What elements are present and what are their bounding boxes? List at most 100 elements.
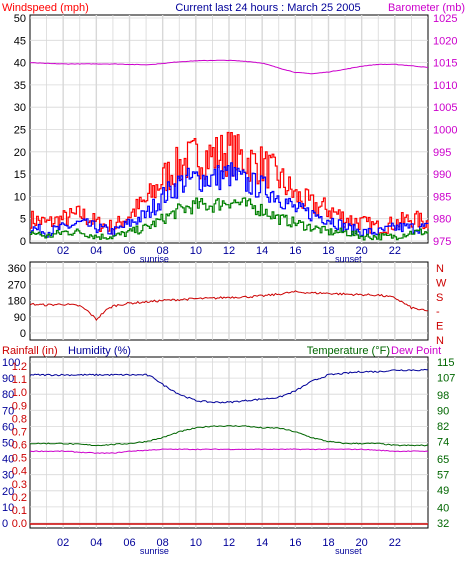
barometer-tick-label: 1025	[433, 13, 457, 25]
hour-tick-label: 12	[223, 537, 235, 549]
direction-tick-label: 0	[20, 328, 26, 340]
hour-tick-label: 04	[90, 245, 102, 257]
temperature-tick-label: 65	[437, 454, 449, 466]
humidity-tick-label: 40	[2, 454, 14, 466]
windspeed-tick-label: 45	[14, 35, 26, 47]
humidity-axis-title: Humidity (%)	[68, 345, 131, 357]
barometer-tick-label: 980	[433, 214, 451, 226]
barometer-tick-label: 1020	[433, 35, 457, 47]
barometer-tick-label: 990	[433, 169, 451, 181]
windspeed-tick-label: 5	[20, 214, 26, 226]
hour-tick-label: 06	[123, 245, 135, 257]
temperature-tick-label: 74	[437, 437, 449, 449]
humidity-tick-label: 30	[2, 470, 14, 482]
temperature-series	[29, 425, 429, 447]
barometer-axis-title: Barometer (mb)	[388, 2, 465, 14]
direction-tick-label: 270	[8, 279, 26, 291]
sunrise-label: sunrise	[140, 546, 169, 556]
hour-tick-label: 08	[157, 537, 169, 549]
humidity-tick-label: 80	[2, 389, 14, 401]
dewpoint-series	[29, 448, 429, 455]
sunrise-label: sunrise	[140, 254, 169, 264]
direction-tick-label: 90	[14, 312, 26, 324]
rainfall-tick-label: 1.1	[12, 374, 27, 386]
rainfall-tick-label: 0.4	[12, 466, 27, 478]
hour-tick-label: 22	[389, 537, 401, 549]
rainfall-tick-label: 0.8	[12, 413, 27, 425]
dewpoint-axis-title: Dew Point	[391, 345, 441, 357]
windspeed-tick-label: 50	[14, 13, 26, 25]
temperature-tick-label: 82	[437, 421, 449, 433]
barometer-tick-label: 1000	[433, 125, 457, 137]
rainfall-tick-label: 1.2	[12, 361, 27, 373]
windspeed-tick-label: 30	[14, 102, 26, 114]
temperature-tick-label: 107	[437, 373, 455, 385]
temperature-tick-label: 57	[437, 470, 449, 482]
windspeed-axis-title: Windspeed (mph)	[2, 2, 89, 14]
barometer-tick-label: 1015	[433, 58, 457, 70]
humidity-tick-label: 20	[2, 486, 14, 498]
rainfall-tick-label: 1.0	[12, 387, 27, 399]
humidity-tick-label: 90	[2, 373, 14, 385]
windspeed-tick-label: 20	[14, 147, 26, 159]
rainfall-axis-title: Rainfall (in)	[2, 345, 58, 357]
barometer-tick-label: 1005	[433, 102, 457, 114]
barometer-tick-label: 1010	[433, 80, 457, 92]
hour-tick-label: 08	[157, 245, 169, 257]
hour-tick-label: 20	[356, 537, 368, 549]
compass-tick-label: S	[436, 292, 443, 304]
compass-tick-label: N	[436, 335, 444, 347]
barometer-tick-label: 995	[433, 147, 451, 159]
temperature-tick-label: 115	[437, 357, 455, 369]
windspeed-tick-label: 35	[14, 80, 26, 92]
rainfall-tick-label: 0.7	[12, 426, 27, 438]
windspeed-tick-label: 25	[14, 125, 26, 137]
rainfall-tick-label: 0.3	[12, 479, 27, 491]
temperature-tick-label: 49	[437, 485, 449, 497]
humidity-tick-label: 100	[2, 357, 20, 369]
rainfall-tick-label: 0.6	[12, 440, 27, 452]
rainfall-tick-label: 0.2	[12, 492, 27, 504]
rainfall-tick-label: 0.9	[12, 400, 27, 412]
hour-tick-label: 10	[190, 537, 202, 549]
chart-title: Current last 24 hours : March 25 2005	[175, 2, 360, 14]
humidity-tick-label: 10	[2, 502, 14, 514]
wind-direction-series	[29, 290, 429, 321]
hour-tick-label: 02	[57, 537, 69, 549]
sunset-label: sunset	[335, 254, 362, 264]
hour-tick-label: 04	[90, 537, 102, 549]
hour-tick-label: 14	[256, 537, 268, 549]
temperature-tick-label: 32	[437, 518, 449, 530]
rainfall-tick-label: 0.5	[12, 453, 27, 465]
temperature-axis-title: Temperature (°F)	[307, 345, 390, 357]
temperature-tick-label: 90	[437, 405, 449, 417]
compass-tick-label: -	[436, 306, 440, 318]
direction-tick-label: 360	[8, 263, 26, 275]
hour-tick-label: 18	[322, 537, 334, 549]
windspeed-green-series	[30, 197, 429, 241]
barometer-tick-label: 975	[433, 236, 451, 248]
temperature-tick-label: 98	[437, 390, 449, 402]
rainfall-tick-label: 0.1	[12, 505, 27, 517]
humidity-tick-label: 60	[2, 421, 14, 433]
compass-tick-label: E	[436, 321, 443, 333]
barometer-series	[29, 59, 429, 75]
hour-tick-label: 02	[57, 245, 69, 257]
windspeed-tick-label: 40	[14, 58, 26, 70]
windspeed-tick-label: 15	[14, 169, 26, 181]
windspeed-tick-label: 10	[14, 191, 26, 203]
humidity-tick-label: 50	[2, 438, 14, 450]
hour-tick-label: 06	[123, 537, 135, 549]
hour-tick-label: 10	[190, 245, 202, 257]
rainfall-tick-label: 0.0	[12, 518, 27, 530]
hour-tick-label: 18	[322, 245, 334, 257]
direction-tick-label: 180	[8, 296, 26, 308]
hour-tick-label: 12	[223, 245, 235, 257]
compass-tick-label: N	[436, 263, 444, 275]
temperature-tick-label: 40	[437, 502, 449, 514]
barometer-tick-label: 985	[433, 191, 451, 203]
humidity-tick-label: 70	[2, 405, 14, 417]
